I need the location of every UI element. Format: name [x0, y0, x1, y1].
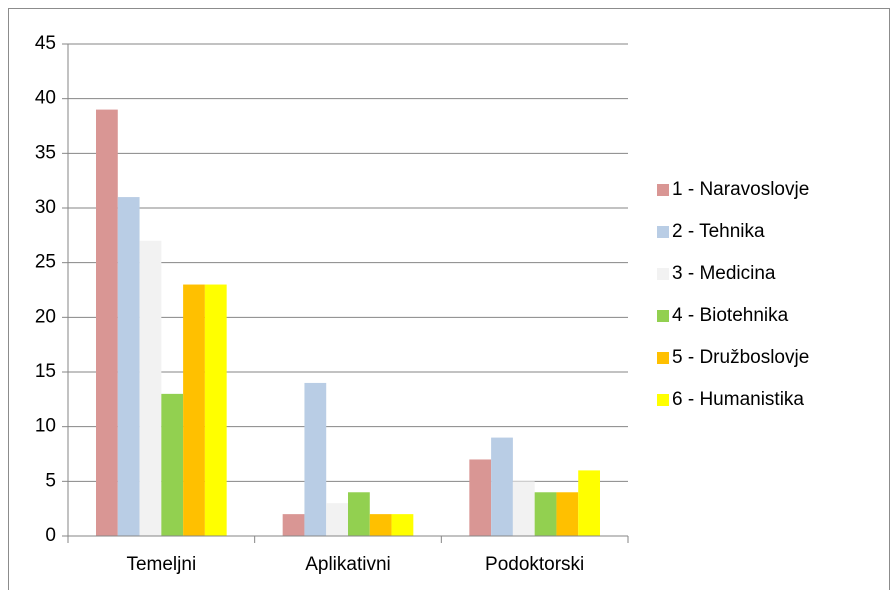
- bar: [556, 492, 579, 536]
- legend-swatch: [657, 310, 669, 322]
- y-tick-label: 25: [35, 252, 56, 273]
- bar: [391, 514, 414, 536]
- y-tick-label: 20: [35, 306, 56, 327]
- x-tick-label: Temeljni: [126, 554, 196, 575]
- bar: [326, 503, 348, 536]
- legend-label: 2 - Tehnika: [672, 221, 765, 242]
- legend-label: 1 - Naravoslovje: [672, 179, 809, 200]
- legend-swatch: [657, 394, 669, 406]
- bar: [534, 492, 557, 536]
- bar: [578, 470, 600, 536]
- legend-swatch: [657, 184, 669, 196]
- bar: [204, 284, 227, 536]
- bar: [117, 197, 140, 537]
- legend-label: 6 - Humanistika: [672, 389, 804, 410]
- y-tick-label: 40: [35, 88, 56, 109]
- bar: [512, 481, 535, 536]
- bar: [348, 492, 370, 536]
- bar: [161, 393, 184, 536]
- legend-swatch: [657, 268, 669, 280]
- legend-label: 3 - Medicina: [672, 263, 776, 284]
- legend-label: 5 - Družboslovje: [672, 347, 809, 368]
- bar: [491, 437, 513, 536]
- x-tick-label: Podoktorski: [485, 554, 584, 575]
- y-tick-label: 45: [35, 33, 56, 54]
- bar: [282, 514, 305, 536]
- legend-swatch: [657, 226, 669, 238]
- bar: [139, 240, 162, 537]
- y-tick-label: 35: [35, 142, 56, 163]
- y-tick-label: 5: [45, 470, 56, 491]
- y-tick-label: 30: [35, 197, 56, 218]
- legend-swatch: [657, 352, 669, 364]
- bar: [304, 382, 327, 536]
- bar: [469, 459, 492, 536]
- y-tick-label: 15: [35, 361, 56, 382]
- bar: [369, 514, 392, 536]
- bar: [96, 109, 118, 536]
- bar: [183, 284, 205, 536]
- legend-label: 4 - Biotehnika: [672, 305, 789, 326]
- y-tick-label: 10: [35, 416, 56, 437]
- x-tick-label: Aplikativni: [305, 554, 391, 575]
- y-tick-label: 0: [45, 525, 56, 546]
